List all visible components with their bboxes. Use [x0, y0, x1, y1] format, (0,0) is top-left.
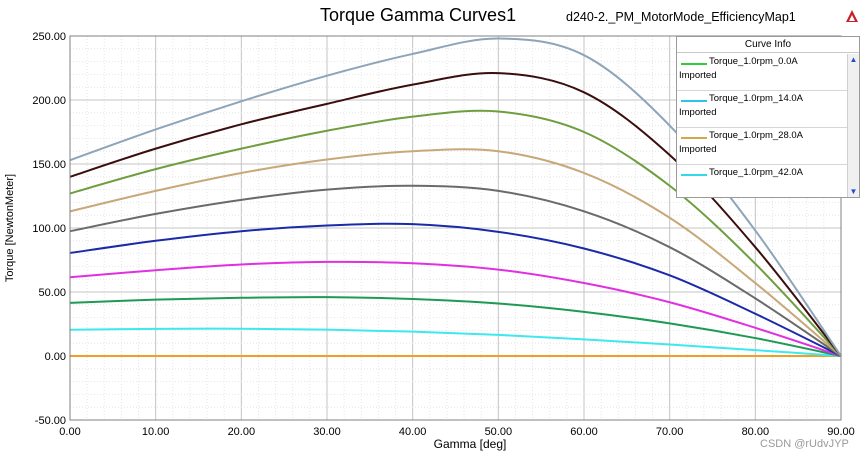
legend-entry[interactable]: Torque_1.0rpm_28.0A Imported: [677, 128, 847, 165]
x-tick-label: 50.00: [485, 426, 513, 438]
legend-scrollbar[interactable]: ▲ ▼: [847, 54, 859, 197]
legend-entry-name: Torque_1.0rpm_28.0A: [709, 130, 804, 141]
x-tick-label: 60.00: [570, 426, 598, 438]
series-line-1: [69, 327, 842, 357]
y-axis-label: Torque [NewtonMeter]: [4, 173, 16, 283]
legend-list: Torque_1.0rpm_0.0A Imported Torque_1.0rp…: [677, 54, 847, 197]
y-tick-label: 100.00: [32, 223, 66, 235]
y-tick-label: 200.00: [32, 95, 66, 107]
legend-entry[interactable]: Torque_1.0rpm_0.0A Imported: [677, 54, 847, 91]
legend-entry-sub: Imported: [679, 107, 717, 118]
x-tick-labels: 0.00 10.00 20.00 30.00 40.00 50.00 60.00 70.00 8…: [59, 426, 854, 438]
legend-entry[interactable]: Torque_1.0rpm_14.0A Imported: [677, 91, 847, 128]
plot-frame: [69, 35, 842, 421]
scroll-up-icon[interactable]: ▲: [849, 55, 858, 64]
series-line-7: [69, 109, 842, 357]
x-tick-label: 40.00: [399, 426, 427, 438]
y-tick-label: 250.00: [32, 31, 66, 43]
scroll-down-icon[interactable]: ▼: [849, 187, 858, 196]
y-tick-label: 50.00: [38, 287, 66, 299]
design-name: d240-2._PM_MotorMode_EfficiencyMap1: [566, 10, 796, 24]
legend-entry[interactable]: Torque_1.0rpm_42.0A: [677, 165, 847, 197]
y-tick-labels: -50.00 0.00 50.00 100.00 150.00 200.00 250.00: [32, 31, 66, 427]
watermark: CSDN @rUdvJYP: [760, 438, 849, 450]
legend-entry-sub: Imported: [679, 70, 717, 81]
y-tick-label: 0.00: [45, 351, 66, 363]
curve-info-legend[interactable]: Curve Info Torque_1.0rpm_0.0A Imported T…: [676, 36, 860, 198]
series-line-8: [69, 71, 842, 357]
x-tick-label: 70.00: [656, 426, 684, 438]
legend-entry-name: Torque_1.0rpm_0.0A: [709, 56, 798, 67]
y-tick-label: -50.00: [35, 415, 66, 427]
x-tick-label: 30.00: [313, 426, 341, 438]
legend-swatch: [681, 174, 707, 176]
legend-header: Curve Info: [677, 37, 859, 53]
series-line-4: [69, 222, 842, 357]
series-line-6: [69, 148, 842, 357]
x-tick-label: 80.00: [742, 426, 770, 438]
series-line-3: [69, 260, 842, 357]
series-layer: [69, 37, 842, 358]
legend-entry-sub: Imported: [679, 144, 717, 155]
y-tick-label: 150.00: [32, 159, 66, 171]
legend-entry-name: Torque_1.0rpm_14.0A: [709, 93, 804, 104]
x-axis-label: Gamma [deg]: [433, 437, 507, 451]
legend-entry-name: Torque_1.0rpm_42.0A: [709, 167, 804, 178]
series-line-9: [69, 37, 842, 357]
series-line-5: [69, 184, 842, 357]
app-logo-icon: [846, 10, 858, 22]
x-tick-label: 90.00: [827, 426, 855, 438]
legend-swatch: [681, 137, 707, 139]
x-tick-label: 0.00: [59, 426, 80, 438]
legend-swatch: [681, 100, 707, 102]
x-tick-label: 20.00: [228, 426, 256, 438]
chart-title: Torque Gamma Curves1: [320, 5, 517, 25]
series-line-2: [69, 296, 842, 357]
x-tick-label: 10.00: [142, 426, 170, 438]
legend-swatch: [681, 63, 707, 65]
